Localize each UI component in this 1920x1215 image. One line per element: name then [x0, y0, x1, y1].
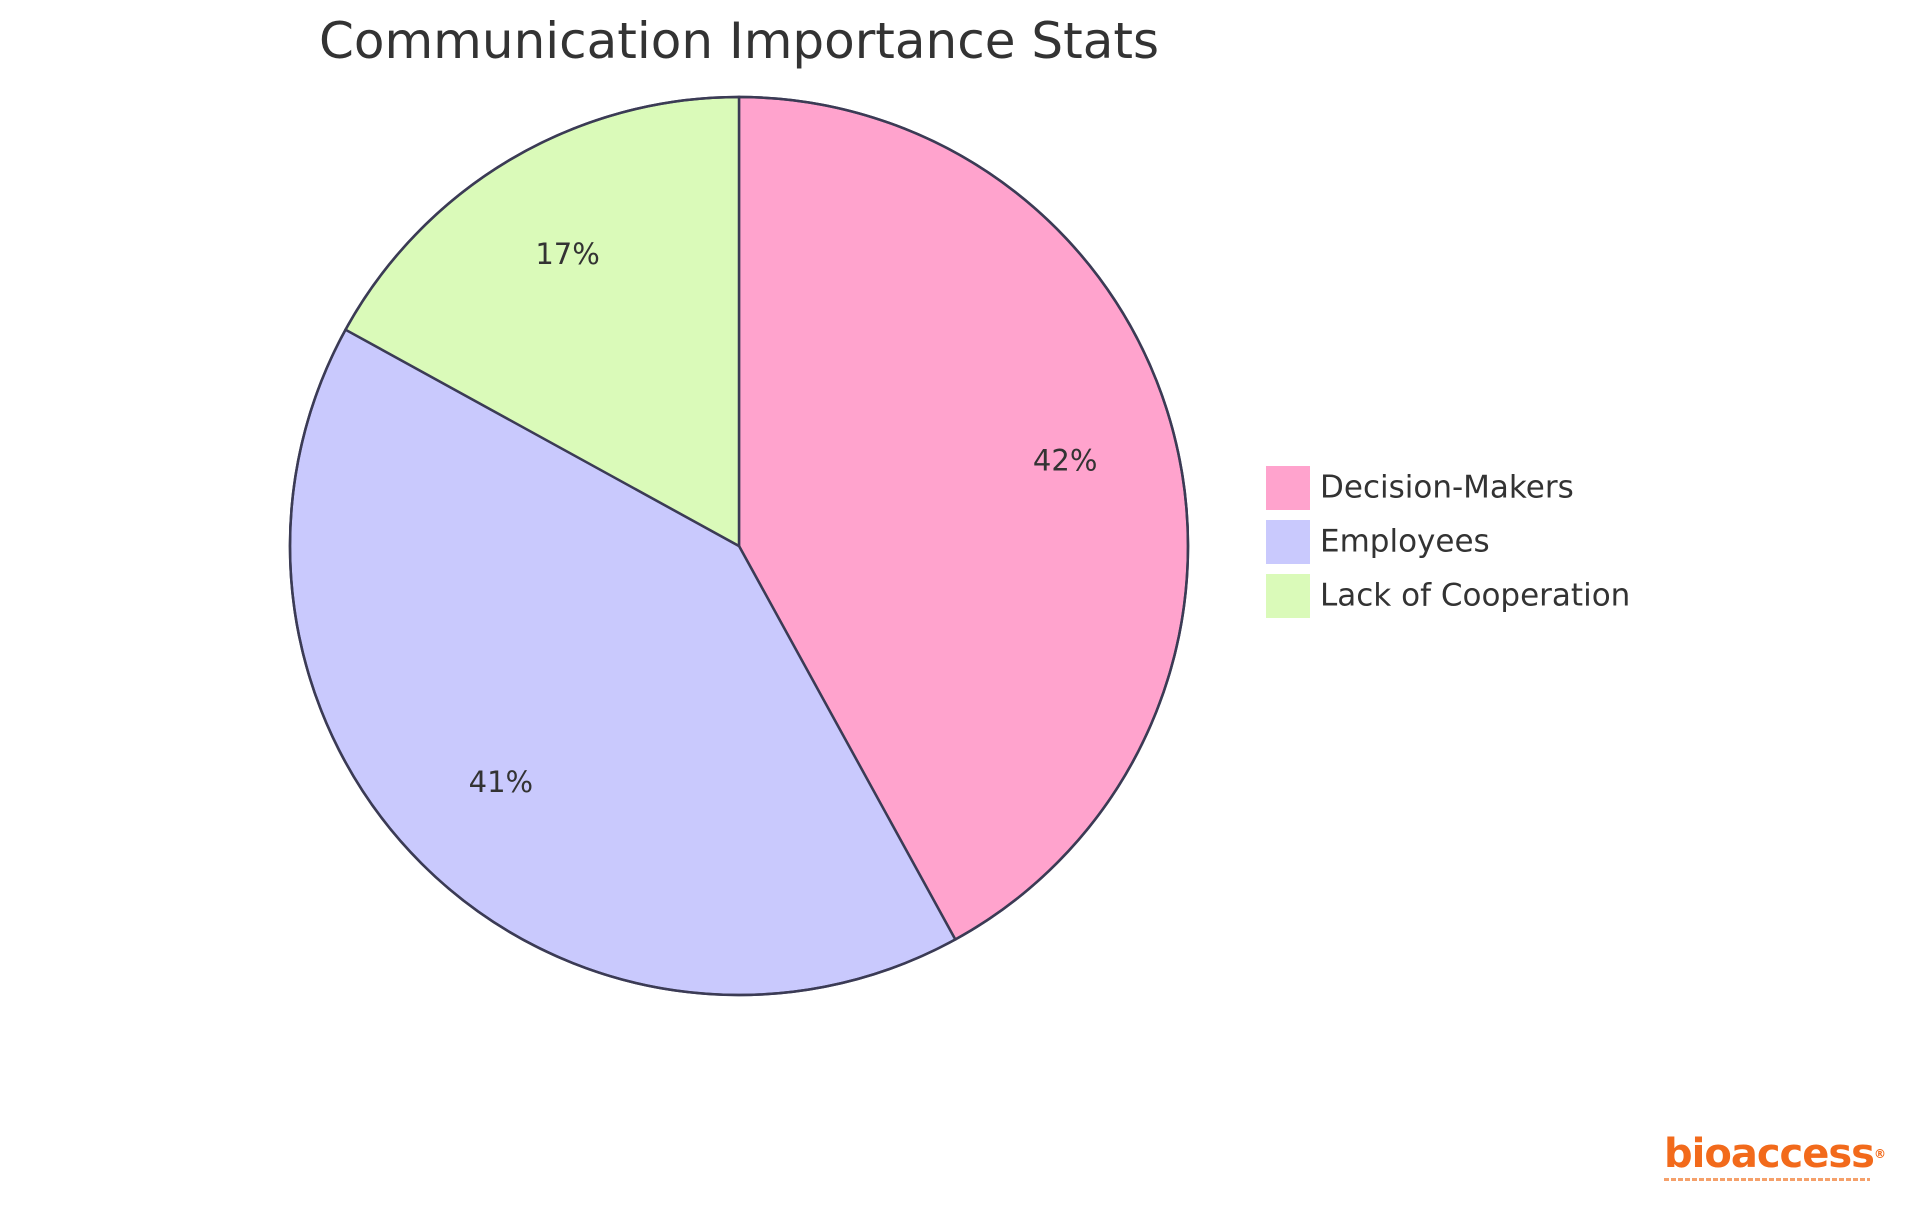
legend-label: Lack of Cooperation: [1320, 578, 1630, 614]
logo-tagline: [1664, 1178, 1870, 1181]
pie-slice-labels: 42% 41% 17%: [469, 237, 1098, 799]
slice-value-label: 17%: [535, 237, 599, 271]
legend-swatch: [1266, 466, 1310, 510]
pie-slices: [288, 95, 1190, 997]
legend: Decision-Makers Employees Lack of Cooperat…: [1266, 466, 1630, 618]
legend-swatch: [1266, 520, 1310, 564]
legend-swatch: [1266, 574, 1310, 618]
slice-value-label: 42%: [1033, 443, 1097, 477]
bioaccess-logo: bioaccess®: [1664, 1131, 1886, 1182]
logo-wordmark: bioaccess: [1664, 1131, 1875, 1177]
pie-outline: [288, 95, 1190, 997]
registered-mark-icon: ®: [1873, 1147, 1886, 1161]
legend-label: Employees: [1320, 524, 1490, 560]
slice-value-label: 41%: [469, 765, 533, 799]
chart-title: Communication Importance Stats: [319, 12, 1159, 70]
legend-label: Decision-Makers: [1320, 470, 1574, 506]
